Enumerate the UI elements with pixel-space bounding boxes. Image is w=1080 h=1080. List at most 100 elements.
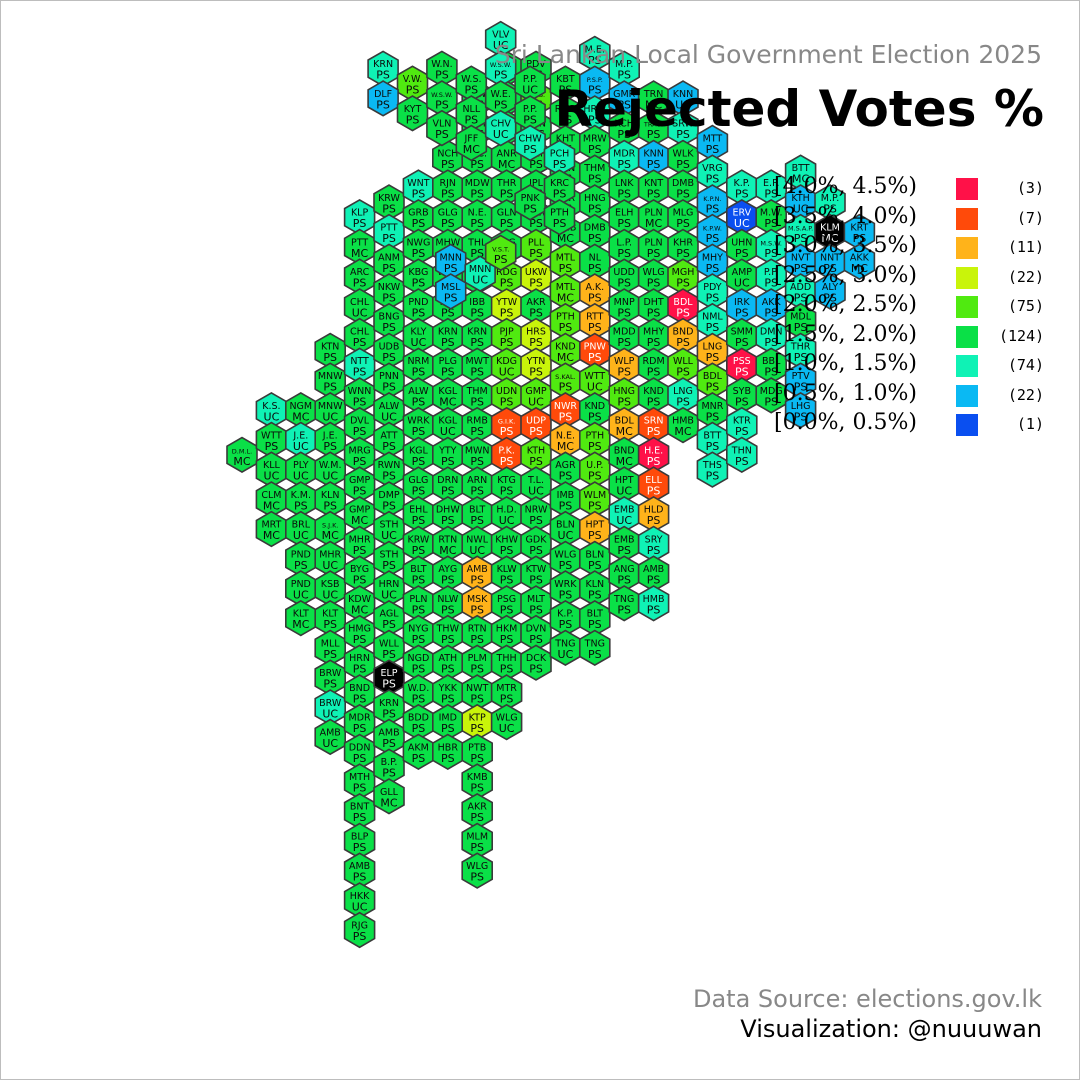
legend-range-label: [2.5%, 3.0%) (774, 262, 917, 288)
hex-cell (578, 629, 611, 667)
hex-cell (343, 822, 376, 860)
subtitle: Sri Lankan Local Government Election 202… (494, 40, 1042, 69)
legend-row: [0.5%, 1.0%) (22) (774, 381, 1054, 411)
hex-cell (431, 733, 464, 771)
legend-row: [3.5%, 4.0%) (7) (774, 204, 1054, 234)
legend-count: (11) (1007, 238, 1044, 256)
hex-cell (814, 184, 846, 221)
legend-swatch (956, 414, 978, 436)
hex-cell (461, 763, 494, 800)
hex-cell (784, 391, 817, 429)
legend-row: [0.0%, 0.5%) (1) (774, 410, 1054, 440)
hex-cell (514, 184, 546, 221)
hex-cell (461, 852, 494, 889)
legend-count: (7) (1016, 208, 1044, 227)
hex-cell (484, 109, 517, 147)
hex-cell (461, 733, 494, 771)
hex-cell (426, 109, 458, 147)
hex-cell (696, 124, 729, 162)
visualization-credit: Visualization: @nuuuwan (740, 1015, 1042, 1043)
legend-count: (22) (1007, 385, 1044, 404)
legend-range-label: [2.0%, 2.5%) (774, 292, 917, 317)
legend-range-label: [1.0%, 1.5%) (774, 351, 917, 376)
legend-row: [1.0%, 1.5%) (74) (774, 351, 1054, 381)
legend-swatch (956, 384, 978, 407)
hex-cell (784, 302, 817, 340)
hex-cell (637, 525, 670, 563)
legend-range-label: [0.5%, 1.0%) (774, 380, 917, 406)
hex-cell (373, 748, 405, 785)
legend-range-label: [4.0%, 4.5%) (774, 174, 917, 199)
legend-count: (3) (1016, 179, 1044, 197)
hex-cell (843, 213, 876, 251)
legend-row: [2.5%, 3.0%) (22) (774, 263, 1054, 293)
legend-count: (1) (1016, 415, 1044, 433)
hex-cell (843, 243, 876, 281)
hex-cell (226, 436, 258, 474)
hex-cell (637, 495, 670, 533)
hex-cell (434, 273, 467, 310)
hex-cell (343, 882, 376, 919)
hex-cell (696, 451, 729, 488)
legend-row: [3.0%, 3.5%) (11) (774, 233, 1054, 263)
map-title: Rejected Votes % (554, 80, 1044, 138)
legend-swatch (956, 325, 978, 348)
hex-cell (314, 718, 347, 756)
hex-cell (484, 20, 517, 58)
hex-cell (543, 198, 576, 236)
hex-cell (637, 466, 670, 503)
legend-count: (74) (1007, 356, 1044, 374)
legend-count: (75) (1007, 297, 1044, 315)
hex-cell (455, 124, 488, 162)
legend-swatch (956, 207, 978, 230)
legend-row: [1.5%, 2.0%) (124) (774, 322, 1054, 352)
legend-swatch (956, 237, 978, 259)
hex-cell (484, 234, 517, 272)
legend-swatch (956, 266, 978, 289)
hex-cell (784, 362, 817, 399)
legend-row: [2.0%, 2.5%) (75) (774, 292, 1054, 322)
hex-cell (608, 50, 641, 87)
hex-cell (725, 436, 758, 474)
legend-range-label: [1.5%, 2.0%) (774, 321, 917, 347)
lg-area-hex: D.M.L.MC (226, 436, 258, 474)
hex-cell (608, 585, 641, 622)
legend-range-label: [3.5%, 4.0%) (774, 203, 917, 229)
hex-cell (255, 510, 288, 548)
hex-cell (637, 555, 670, 592)
hex-cell (490, 674, 523, 711)
hex-cell (490, 703, 523, 741)
legend-count: (124) (999, 326, 1045, 345)
hex-cell (514, 65, 546, 102)
hex-cell (637, 585, 670, 622)
legend-swatch (956, 296, 978, 318)
hex-cell (549, 629, 582, 667)
hex-cell (396, 95, 429, 132)
